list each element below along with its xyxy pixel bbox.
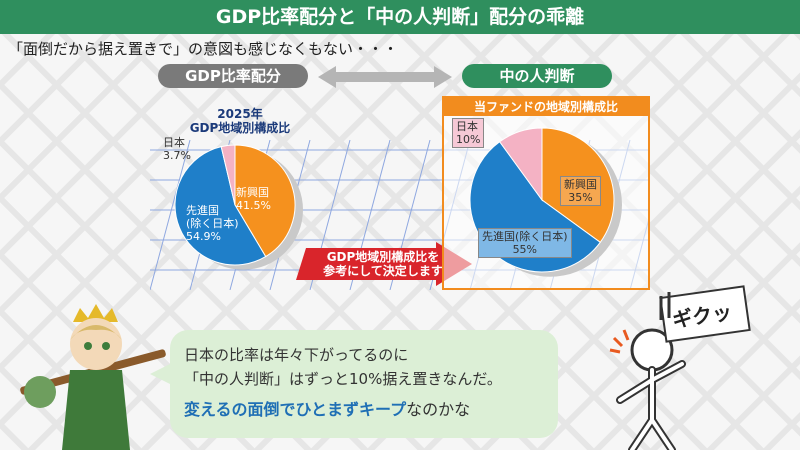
speech-emphasis: 変えるの面倒でひとまずキープ [184, 400, 407, 419]
pie-slice-2 [498, 127, 543, 202]
red-arrow-icon [296, 242, 472, 286]
fund-emerging-label: 新興国 35% [560, 176, 601, 206]
gdp-emerging-label: 新興国 41.5% [236, 186, 271, 212]
speech-line-3: 変えるの面倒でひとまずキープなのかな [184, 396, 470, 420]
speech-line-3-rest: なのかな [406, 400, 471, 419]
gdp-pie-chart [174, 144, 303, 270]
speech-line-2: 「中の人判断」はずっと10%据え置きなんだ。 [184, 370, 502, 388]
fund-developed-label: 先進国(除く日本) 55% [478, 228, 572, 258]
insider-judgement-pill: 中の人判断 [462, 64, 612, 88]
gdp-chart-title: 2025年 GDP地域別構成比 [180, 107, 300, 135]
pie-slice-2 [220, 144, 236, 206]
page-title: GDP比率配分と「中の人判断」配分の乖離 [0, 0, 800, 34]
speech-line-1: 日本の比率は年々下がってるのに [184, 346, 409, 364]
gdp-chart-title-label: GDP地域別構成比 [189, 121, 291, 135]
fund-chart-header: 当ファンドの地域別構成比 [444, 98, 648, 116]
speech-bubble: 日本の比率は年々下がってるのに 「中の人判断」はずっと10%据え置きなんだ。 変… [170, 330, 558, 438]
stick-figure-icon [609, 328, 686, 450]
gdp-japan-label: 日本 3.7% [163, 136, 191, 162]
double-arrow-icon [318, 66, 452, 88]
pie-slice-0 [234, 144, 296, 258]
adventurer-character-icon [20, 304, 166, 450]
gdp-developed-label: 先進国 (除く日本) 54.9% [186, 204, 239, 243]
arrow-caption: GDP地域別構成比を 参考にして決定します [323, 250, 443, 278]
fund-japan-label: 日本 10% [452, 118, 485, 148]
speech-tail [150, 362, 174, 386]
pie-slice-1 [174, 146, 267, 266]
gdp-ratio-pill: GDP比率配分 [158, 64, 308, 88]
page-subtitle: 「面倒だから据え置きで」の意図も感じなくもない・・・ [8, 40, 399, 58]
gikku-sign [659, 285, 751, 343]
gdp-chart-title-year: 2025年 [217, 107, 263, 121]
